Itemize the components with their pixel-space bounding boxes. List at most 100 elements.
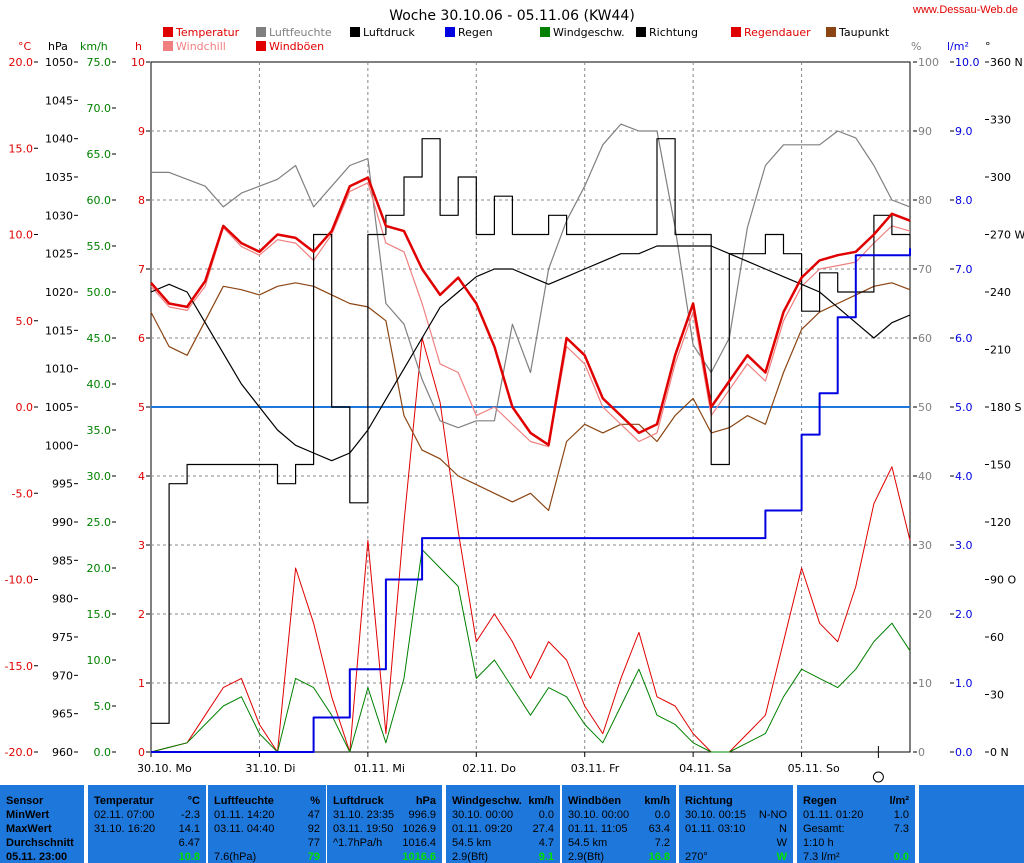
stats-row-label: MaxWert (6, 823, 52, 835)
hours-tick-label: 10 (131, 56, 145, 69)
stats-cell-label: 01.11. 14:20 (214, 809, 275, 821)
stats-panel-title: Temperatur (94, 795, 154, 807)
rain-tick-label: 0.0 (955, 746, 973, 759)
legend-swatch (826, 27, 836, 37)
legend-swatch (636, 27, 646, 37)
wind-unit: km/h (80, 40, 108, 53)
direction-tick-label: 210 (990, 344, 1011, 357)
pressure-tick-label: 1010 (45, 363, 73, 376)
rain-tick-label: 3.0 (955, 539, 973, 552)
rain-unit: l/m² (947, 40, 969, 53)
stats-panel-unit: °C (187, 795, 200, 807)
legend-label: Windgeschw. (553, 26, 625, 39)
stats-cell-label: 01.11. 03:10 (685, 823, 746, 835)
wind-tick-label: 75.0 (87, 56, 112, 69)
stats-panel-unit: l/m² (889, 795, 909, 807)
series-line-regen (151, 248, 911, 753)
legend-swatch (163, 41, 173, 51)
humidity-tick-label: 40 (918, 470, 932, 483)
stats-panel-regen: Regen l/m² 01.11. 01:20 1.0 Gesamt: 7.3 1:10 h… (797, 785, 915, 863)
direction-tick-label: 90 O (990, 574, 1016, 587)
wind-tick-label: 25.0 (87, 516, 112, 529)
direction-tick-label: 60 (990, 631, 1004, 644)
stats-cell-label: 02.11. 07:00 (94, 809, 155, 821)
pressure-tick-label: 1005 (45, 401, 73, 414)
rain-tick-label: 7.0 (955, 263, 973, 276)
rain-tick-label: 1.0 (955, 677, 973, 690)
stats-panel-windgeschw: Windgeschw. km/h 30.10. 00:00 0.0 01.11. 09:… (446, 785, 560, 863)
temp-tick-label: 10.0 (9, 229, 34, 242)
pressure-tick-label: 975 (52, 631, 73, 644)
stats-row-labels: Sensor MinWert MaxWert Durchschnitt 05.11. 2… (0, 785, 84, 863)
stats-panel-unit: km/h (644, 795, 670, 807)
direction-tick-label: 300 (990, 171, 1011, 184)
stats-cell-value: 1.0 (893, 809, 909, 821)
stats-cell-value: 996.9 (408, 809, 436, 821)
humidity-tick-label: 100 (918, 56, 939, 69)
direction-tick-label: 270 W (990, 229, 1024, 242)
day-label: 01.11. Mi (354, 762, 405, 775)
stats-cell-value: -2.3 (181, 809, 200, 821)
direction-tick-label: 30 (990, 689, 1004, 702)
stats-panel-luftfeuchte: Luftfeuchte% 01.11. 14:20 47 03.11. 04:40 92… (208, 785, 326, 863)
direction-tick-label: 180 S (990, 401, 1021, 414)
stats-cell-value: 14.1 (178, 823, 200, 835)
stats-cell-value: N-NO (758, 809, 787, 821)
stats-cell-label: 7.3 l/m² (803, 851, 840, 863)
direction-tick-label: 240 (990, 286, 1011, 299)
direction-tick-label: 360 N (990, 56, 1023, 69)
chart-title: Woche 30.10.06 - 05.11.06 (KW44) (389, 8, 635, 24)
humidity-tick-label: 90 (918, 125, 932, 138)
day-label: 05.11. So (788, 762, 840, 775)
stats-cell-value: 0.0 (538, 809, 554, 821)
hours-unit: h (135, 40, 142, 53)
humidity-unit: % (911, 40, 921, 53)
stats-cell-value: 7.2 (654, 837, 670, 849)
pressure-tick-label: 1040 (45, 133, 73, 146)
website-link[interactable]: www.Dessau-Web.de (913, 4, 1018, 16)
stats-panel-title: Richtung (685, 795, 733, 807)
series-line-taupunkt (150, 282, 911, 512)
stats-row-label: 05.11. 23:00 (6, 851, 68, 863)
wind-tick-label: 35.0 (87, 424, 112, 437)
series-line-temperatur (150, 176, 911, 447)
stats-cell-label: 03.11. 19:50 (333, 823, 394, 835)
day-label: 30.10. Mo (137, 762, 192, 775)
pressure-tick-label: 1015 (45, 324, 73, 337)
pressure-tick-label: 1020 (45, 286, 73, 299)
pressure-tick-label: 995 (52, 478, 73, 491)
direction-tick-label: 120 (990, 516, 1011, 529)
wind-tick-label: 70.0 (87, 102, 112, 115)
pressure-tick-label: 1025 (45, 248, 73, 261)
hours-tick-label: 0 (138, 746, 145, 759)
pressure-unit: hPa (48, 40, 68, 53)
stats-row-label: Durchschnitt (6, 837, 74, 849)
temp-tick-label: 0.0 (16, 401, 34, 414)
legend-label: Taupunkt (838, 26, 890, 39)
day-label: 31.10. Di (245, 762, 295, 775)
stats-cell-value: 0.0 (893, 851, 909, 863)
rain-tick-label: 5.0 (955, 401, 973, 414)
humidity-tick-label: 50 (918, 401, 932, 414)
wind-tick-label: 30.0 (87, 470, 112, 483)
series-line-luftfeuchte (151, 123, 911, 429)
temp-tick-label: -5.0 (12, 487, 33, 500)
stats-cell-label: ^1.7hPa/h (333, 837, 383, 849)
day-label: 03.11. Fr (571, 762, 620, 775)
legend-label: Richtung (649, 26, 698, 39)
legend-label: Temperatur (175, 26, 240, 39)
pressure-tick-label: 1050 (45, 56, 73, 69)
temp-tick-label: -20.0 (5, 746, 33, 759)
stats-cell-label: 1:10 h (803, 837, 834, 849)
stats-cell-label: 30.10. 00:00 (452, 809, 514, 821)
pressure-tick-label: 960 (52, 746, 73, 759)
wind-tick-label: 5.0 (94, 700, 112, 713)
legend-label: Windböen (269, 40, 324, 53)
rain-tick-label: 4.0 (955, 470, 973, 483)
stats-cell-label: 7.6(hPa) (214, 851, 257, 863)
wind-tick-label: 50.0 (87, 286, 112, 299)
stats-cell-value: 79 (307, 851, 320, 863)
direction-tick-label: 0 N (990, 746, 1009, 759)
stats-table: Sensor MinWert MaxWert Durchschnitt 05.11. 2… (0, 785, 1024, 863)
humidity-tick-label: 30 (918, 539, 932, 552)
